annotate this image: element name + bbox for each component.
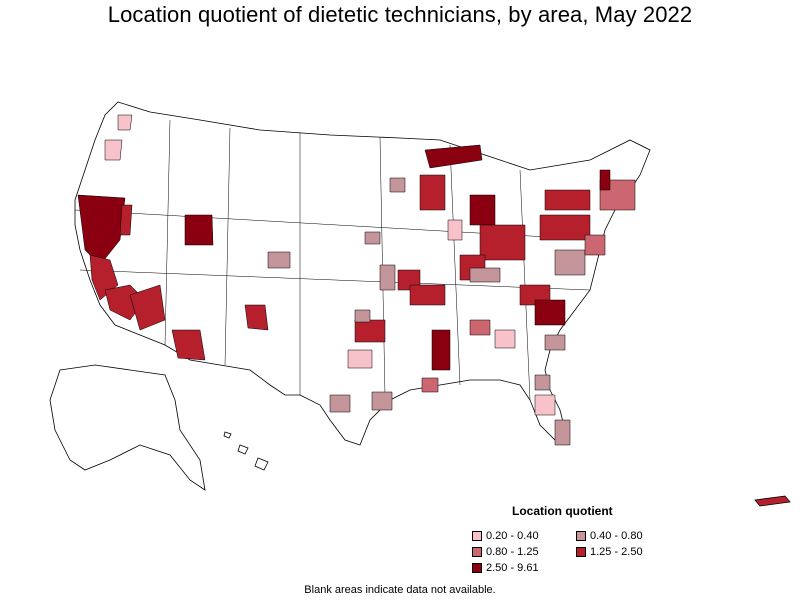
legend-item-0: 0.20 - 0.40: [472, 530, 539, 542]
alaska-outline: [49, 364, 206, 491]
area-utah-slc: [184, 214, 214, 246]
area-virginia: [554, 249, 586, 276]
area-iowa: [364, 231, 381, 245]
legend-swatch: [576, 531, 586, 541]
area-florida-central: [534, 394, 556, 416]
area-michigan: [469, 194, 496, 226]
legend-item-3: 1.25 - 2.50: [576, 546, 643, 558]
area-vermont: [599, 169, 611, 191]
area-ohio: [479, 224, 526, 261]
area-colorado: [267, 251, 291, 269]
area-maryland: [584, 234, 606, 256]
legend-swatch: [472, 531, 482, 541]
legend-label: 0.40 - 0.80: [590, 530, 643, 542]
area-wisconsin: [419, 174, 446, 211]
area-arizona-south: [171, 329, 206, 361]
area-texas-sa: [329, 394, 351, 413]
legend-label: 0.20 - 0.40: [486, 530, 539, 542]
legend-item-1: 0.40 - 0.80: [576, 530, 643, 542]
area-oregon: [104, 139, 123, 161]
area-nevada-reno: [119, 204, 133, 236]
footnote: Blank areas indicate data not available.: [304, 584, 496, 596]
area-alabama: [469, 319, 491, 336]
area-minnesota: [389, 177, 406, 193]
area-texas-houston: [371, 391, 393, 411]
area-arizona-phoenix: [129, 284, 166, 331]
area-georgia: [494, 329, 516, 349]
area-north-carolina: [534, 299, 566, 326]
legend-item-2: 0.80 - 1.25: [472, 546, 539, 558]
area-arkansas: [409, 284, 446, 306]
legend-swatch: [576, 547, 586, 557]
legend-swatch: [472, 563, 482, 573]
area-oklahoma: [354, 309, 371, 323]
area-louisiana: [421, 377, 439, 393]
legend-swatch: [472, 547, 482, 557]
area-texas-waco: [347, 349, 373, 369]
area-northern-california: [77, 194, 126, 266]
area-new-york: [544, 189, 591, 211]
area-pennsylvania: [539, 214, 591, 241]
area-florida-south: [554, 419, 571, 446]
legend-label: 2.50 - 9.61: [486, 562, 539, 574]
legend-label: 1.25 - 2.50: [590, 546, 643, 558]
area-kentucky: [469, 267, 501, 283]
legend-label: 0.80 - 1.25: [486, 546, 539, 558]
continental-us-outline: [74, 101, 651, 446]
map-title: Location quotient of dietetic technician…: [107, 2, 693, 27]
area-new-mexico: [244, 304, 269, 331]
legend-item-4: 2.50 - 9.61: [472, 562, 539, 574]
area-texas-dallas: [354, 319, 386, 343]
hawaii-islands: [223, 431, 269, 471]
legend-title: Location quotient: [512, 504, 613, 518]
area-michigan-up: [424, 144, 483, 169]
area-kansas: [379, 264, 396, 291]
area-florida-north: [534, 374, 551, 391]
area-illinois: [447, 219, 463, 241]
area-washington: [117, 114, 133, 131]
puerto-rico: [754, 495, 791, 507]
area-south-carolina: [544, 334, 566, 351]
area-mississippi: [431, 329, 451, 371]
